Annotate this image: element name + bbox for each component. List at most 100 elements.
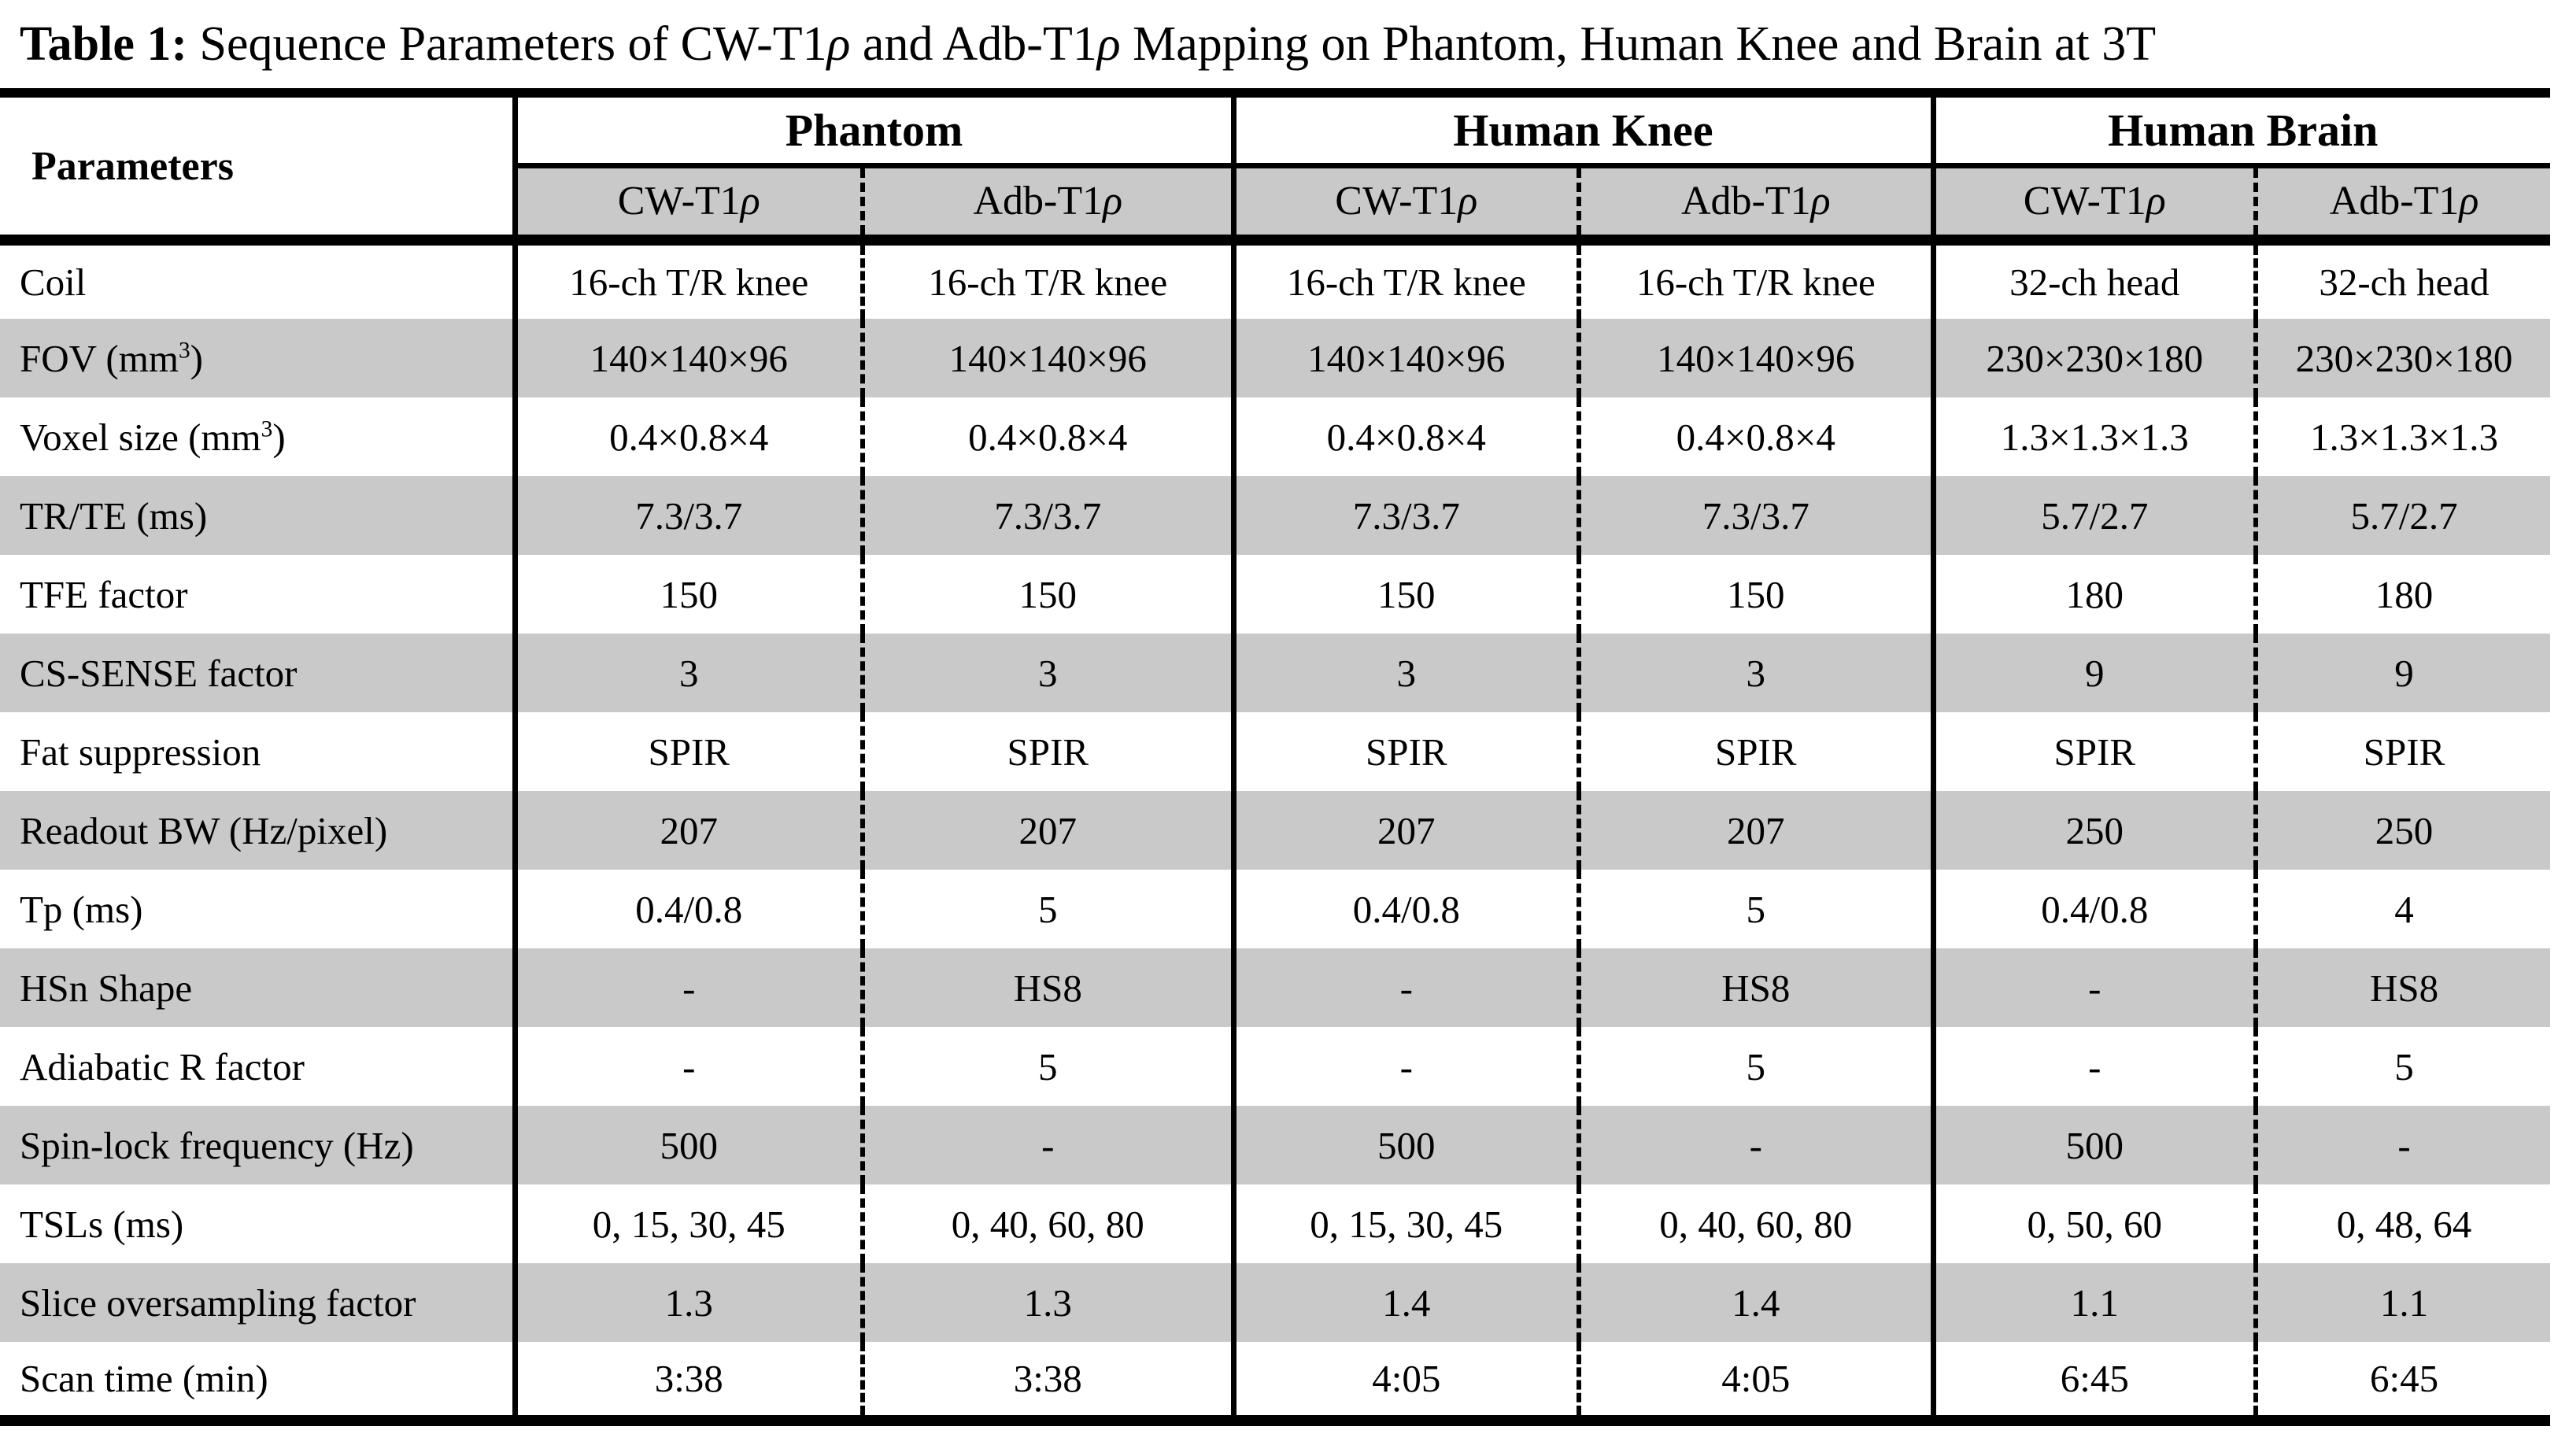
row-label: Fat suppression <box>20 730 261 774</box>
title-segment: Mapping on Phantom, Human Knee and Brain… <box>1120 17 2157 71</box>
data-cell: - <box>1230 948 1580 1027</box>
rho-symbol: ρ <box>1458 179 1478 224</box>
subheader-row: CW-T1ρ Adb-T1ρ CW-T1ρ Adb-T1ρ CW-T1ρ Adb… <box>0 165 2551 246</box>
data-cell: 250 <box>2253 791 2551 870</box>
data-cell: 0.4×0.8×4 <box>512 397 863 476</box>
data-cell: 230×230×180 <box>1930 319 2257 397</box>
data-cell: 207 <box>859 791 1234 870</box>
data-cell: 7.3/3.7 <box>1577 476 1934 555</box>
data-cell: HS8 <box>859 948 1234 1027</box>
data-cell: - <box>1930 948 2257 1027</box>
data-cell: 5 <box>859 870 1234 948</box>
subheader-phantom-adb: Adb-T1ρ <box>859 165 1234 246</box>
data-cell: - <box>2253 1106 2551 1184</box>
data-cell: SPIR <box>1930 712 2257 791</box>
data-cell: 7.3/3.7 <box>1230 476 1580 555</box>
data-cell: 7.3/3.7 <box>512 476 863 555</box>
data-cell: 0, 40, 60, 80 <box>1577 1184 1934 1263</box>
subheader-knee-cw: CW-T1ρ <box>1230 165 1580 246</box>
row-label: FOV (mm3) <box>20 336 203 380</box>
table-row-tfe-factor: TFE factor 150 150 150 150 180 180 <box>0 555 2551 634</box>
data-cell: 0, 15, 30, 45 <box>512 1184 863 1263</box>
row-label: CS-SENSE factor <box>20 651 298 695</box>
data-cell: 5.7/2.7 <box>2253 476 2551 555</box>
data-cell: - <box>512 948 863 1027</box>
data-cell: 0.4/0.8 <box>512 870 863 948</box>
data-cell: 0.4×0.8×4 <box>1230 397 1580 476</box>
data-cell: 140×140×96 <box>1230 319 1580 397</box>
data-cell: 0.4×0.8×4 <box>1577 397 1934 476</box>
data-cell: 16-ch T/R knee <box>512 240 863 319</box>
rho-symbol: ρ <box>740 179 760 224</box>
subheader-brain-adb: Adb-T1ρ <box>2253 165 2551 246</box>
row-label: Tp (ms) <box>20 887 143 931</box>
data-cell: SPIR <box>1230 712 1580 791</box>
table-row-coil: Coil 16-ch T/R knee 16-ch T/R knee 16-ch… <box>0 240 2551 319</box>
row-label: Coil <box>20 261 87 304</box>
data-cell: SPIR <box>2253 712 2551 791</box>
data-cell: 140×140×96 <box>1577 319 1934 397</box>
data-cell: 230×230×180 <box>2253 319 2551 397</box>
data-cell: 207 <box>1230 791 1580 870</box>
data-cell: 1.3×1.3×1.3 <box>2253 397 2551 476</box>
rho-symbol: ρ <box>1810 179 1831 224</box>
table-row-tr-te: TR/TE (ms) 7.3/3.7 7.3/3.7 7.3/3.7 7.3/3… <box>0 476 2551 555</box>
group-header-human-knee: Human Knee <box>1230 93 1934 168</box>
data-cell: 5 <box>859 1027 1234 1106</box>
data-cell: - <box>859 1106 1234 1184</box>
data-cell: 180 <box>1930 555 2257 634</box>
table-row-fov: FOV (mm3) 140×140×96 140×140×96 140×140×… <box>0 319 2551 397</box>
data-cell: 5 <box>1577 1027 1934 1106</box>
data-cell: 140×140×96 <box>512 319 863 397</box>
table-row-scan-time: Scan time (min) 3:38 3:38 4:05 4:05 6:45… <box>0 1342 2551 1421</box>
data-cell: 0.4×0.8×4 <box>859 397 1234 476</box>
table-row-fat-suppression: Fat suppression SPIR SPIR SPIR SPIR SPIR… <box>0 712 2551 791</box>
data-cell: HS8 <box>1577 948 1934 1027</box>
label-superscript: 3 <box>261 416 273 442</box>
title-segment: Sequence Parameters of CW-T1 <box>187 17 827 71</box>
data-cell: 5 <box>2253 1027 2551 1106</box>
row-label: HSn Shape <box>20 966 193 1010</box>
table-row-tp: Tp (ms) 0.4/0.8 5 0.4/0.8 5 0.4/0.8 4 <box>0 870 2551 948</box>
data-cell: 3 <box>859 634 1234 712</box>
data-cell: 150 <box>1230 555 1580 634</box>
data-cell: 1.1 <box>1930 1263 2257 1342</box>
row-label: Voxel size (mm3) <box>20 415 286 459</box>
data-cell: 5.7/2.7 <box>1930 476 2257 555</box>
table-row-voxel-size: Voxel size (mm3) 0.4×0.8×4 0.4×0.8×4 0.4… <box>0 397 2551 476</box>
data-cell: 1.1 <box>2253 1263 2551 1342</box>
data-cell: 500 <box>1930 1106 2257 1184</box>
data-cell: 140×140×96 <box>859 319 1234 397</box>
data-cell: 1.3×1.3×1.3 <box>1930 397 2257 476</box>
table-row-hsn-shape: HSn Shape - HS8 - HS8 - HS8 <box>0 948 2551 1027</box>
data-cell: 250 <box>1930 791 2257 870</box>
data-cell: - <box>1930 1027 2257 1106</box>
data-cell: 1.4 <box>1230 1263 1580 1342</box>
data-cell: - <box>512 1027 863 1106</box>
row-label: Scan time (min) <box>20 1357 268 1400</box>
data-cell: 32-ch head <box>1930 240 2257 319</box>
data-cell: 4:05 <box>1577 1342 1934 1421</box>
rho-symbol: ρ <box>1103 179 1123 224</box>
data-cell: 3:38 <box>859 1342 1234 1421</box>
data-cell: 3 <box>512 634 863 712</box>
row-label: Adiabatic R factor <box>20 1044 305 1088</box>
table-row-slice-oversampling: Slice oversampling factor 1.3 1.3 1.4 1.… <box>0 1263 2551 1342</box>
data-cell: HS8 <box>2253 948 2551 1027</box>
data-cell: - <box>1230 1027 1580 1106</box>
parameters-table: Parameters Phantom Human Knee Human Brai… <box>0 88 2551 1426</box>
group-header-phantom: Phantom <box>512 93 1234 168</box>
table-row-adiabatic-r: Adiabatic R factor - 5 - 5 - 5 <box>0 1027 2551 1106</box>
data-cell: 0, 50, 60 <box>1930 1184 2257 1263</box>
data-cell: 6:45 <box>1930 1342 2257 1421</box>
data-cell: 6:45 <box>2253 1342 2551 1421</box>
row-label: Readout BW (Hz/pixel) <box>20 808 388 852</box>
data-cell: 3:38 <box>512 1342 863 1421</box>
rho-symbol: ρ <box>2459 179 2479 224</box>
data-cell: SPIR <box>1577 712 1934 791</box>
data-cell: 0, 40, 60, 80 <box>859 1184 1234 1263</box>
data-cell: SPIR <box>512 712 863 791</box>
row-label: TFE factor <box>20 572 188 616</box>
data-cell: SPIR <box>859 712 1234 791</box>
table-row-cs-sense: CS-SENSE factor 3 3 3 3 9 9 <box>0 634 2551 712</box>
